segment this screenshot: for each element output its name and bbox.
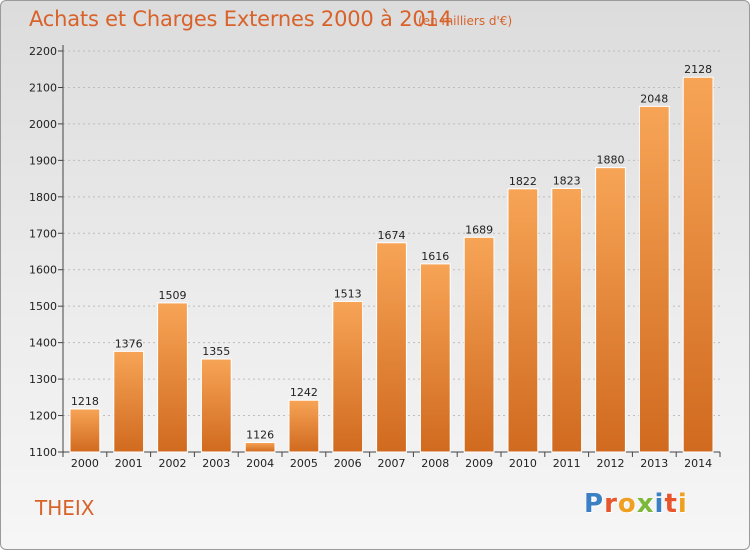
y-tick-label: 1200 bbox=[29, 410, 57, 423]
x-tick-label: 2007 bbox=[378, 457, 406, 470]
logo-letter: o bbox=[617, 489, 637, 519]
x-tick-label: 2006 bbox=[334, 457, 362, 470]
bar-2002 bbox=[157, 302, 188, 453]
bars: 1218 1376 1509 1355 1126 1242 1513 1674 1616 1689… bbox=[69, 63, 714, 453]
x-tick-label: 2005 bbox=[290, 457, 318, 470]
y-tick-label: 1500 bbox=[29, 300, 57, 313]
x-tick-label: 2004 bbox=[246, 457, 274, 470]
data-label: 1218 bbox=[71, 395, 99, 408]
bar-2007 bbox=[376, 242, 407, 453]
data-label: 1509 bbox=[159, 289, 187, 302]
logo-letter: i bbox=[677, 489, 688, 519]
data-label: 1689 bbox=[465, 223, 493, 236]
bar-2010 bbox=[507, 188, 539, 453]
bar-2014 bbox=[682, 76, 714, 453]
x-tick-label: 2008 bbox=[421, 457, 449, 470]
bar-2006 bbox=[332, 300, 364, 453]
data-label: 1880 bbox=[597, 154, 625, 167]
logo-letter: x bbox=[636, 489, 655, 519]
y-tick-label: 2000 bbox=[29, 118, 57, 131]
y-tick-label: 1800 bbox=[29, 191, 57, 204]
y-tick-label: 1900 bbox=[29, 154, 57, 167]
x-tick-label: 2000 bbox=[71, 457, 99, 470]
data-label: 2048 bbox=[640, 92, 668, 105]
data-label: 1513 bbox=[334, 287, 362, 300]
x-tick-label: 2013 bbox=[640, 457, 668, 470]
data-label: 1674 bbox=[378, 229, 406, 242]
y-tick-label: 1100 bbox=[29, 446, 57, 459]
logo-letter: P bbox=[584, 489, 605, 519]
x-tick-label: 2010 bbox=[509, 457, 537, 470]
bar-2013 bbox=[638, 105, 670, 453]
bar-2005 bbox=[288, 399, 320, 453]
x-tick-label: 2012 bbox=[597, 457, 625, 470]
y-tick-label: 2200 bbox=[29, 45, 57, 58]
y-tick-label: 1300 bbox=[29, 373, 57, 386]
data-label: 1822 bbox=[509, 175, 537, 188]
bar-2003 bbox=[200, 358, 232, 453]
data-label: 1616 bbox=[421, 250, 449, 263]
y-tick-label: 2100 bbox=[29, 81, 57, 94]
bar-2001 bbox=[113, 350, 145, 453]
y-tick-label: 1700 bbox=[29, 227, 57, 240]
place-name: THEIX bbox=[35, 496, 95, 520]
data-label: 2128 bbox=[684, 63, 712, 76]
x-tick-label: 2003 bbox=[202, 457, 230, 470]
logo-letter: t bbox=[664, 489, 678, 519]
data-label: 1242 bbox=[290, 386, 318, 399]
bar-2000 bbox=[69, 408, 101, 453]
chart-unit: (en milliers d'€) bbox=[418, 14, 513, 28]
data-label: 1355 bbox=[202, 345, 230, 358]
data-label: 1126 bbox=[246, 429, 274, 442]
x-tick-label: 2009 bbox=[465, 457, 493, 470]
x-tick-label: 2014 bbox=[684, 457, 712, 470]
proxiti-logo: Proxiti bbox=[584, 489, 688, 519]
x-tick-label: 2001 bbox=[115, 457, 143, 470]
bar-2008 bbox=[419, 263, 451, 453]
bar-2009 bbox=[463, 236, 495, 453]
chart-title: Achats et Charges Externes 2000 à 2014 bbox=[29, 7, 452, 31]
data-label: 1823 bbox=[553, 174, 581, 187]
bar-2011 bbox=[551, 187, 583, 453]
y-tick-label: 1400 bbox=[29, 337, 57, 350]
logo-letter: r bbox=[604, 489, 618, 519]
bar-2004 bbox=[244, 442, 276, 453]
y-tick-label: 1600 bbox=[29, 264, 57, 277]
x-tick-label: 2011 bbox=[553, 457, 581, 470]
x-tick-label: 2002 bbox=[159, 457, 187, 470]
logo-letter: i bbox=[654, 489, 665, 519]
bar-2012 bbox=[595, 167, 626, 453]
data-label: 1376 bbox=[115, 337, 143, 350]
